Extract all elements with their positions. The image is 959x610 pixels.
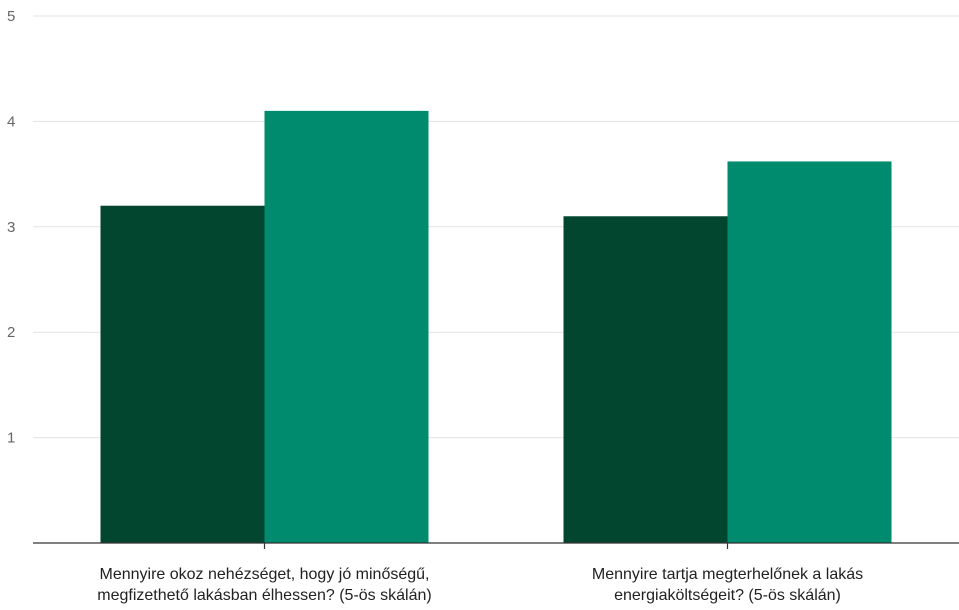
x-axis bbox=[33, 542, 959, 549]
bar-series2-category2 bbox=[727, 161, 892, 543]
y-tick-label: 4 bbox=[7, 113, 15, 130]
y-tick-label: 1 bbox=[7, 430, 15, 447]
bar-series1-category1 bbox=[100, 205, 265, 543]
y-axis-ticks: 1 2 3 4 5 bbox=[7, 8, 15, 447]
x-category-label: Mennyire tartja megterhelőnek a lakás ene… bbox=[592, 566, 863, 604]
y-tick-label: 2 bbox=[7, 324, 15, 341]
y-tick-label: 5 bbox=[7, 8, 15, 25]
bar-series2-category1 bbox=[264, 110, 429, 544]
bar-series1-category2 bbox=[563, 216, 728, 543]
y-tick-label: 3 bbox=[7, 219, 15, 236]
x-category-label: Mennyire okoz nehézséget, hogy jó minősé… bbox=[97, 566, 431, 604]
x-axis-labels: Mennyire okoz nehézséget, hogy jó minősé… bbox=[97, 566, 863, 604]
bars bbox=[100, 110, 892, 544]
